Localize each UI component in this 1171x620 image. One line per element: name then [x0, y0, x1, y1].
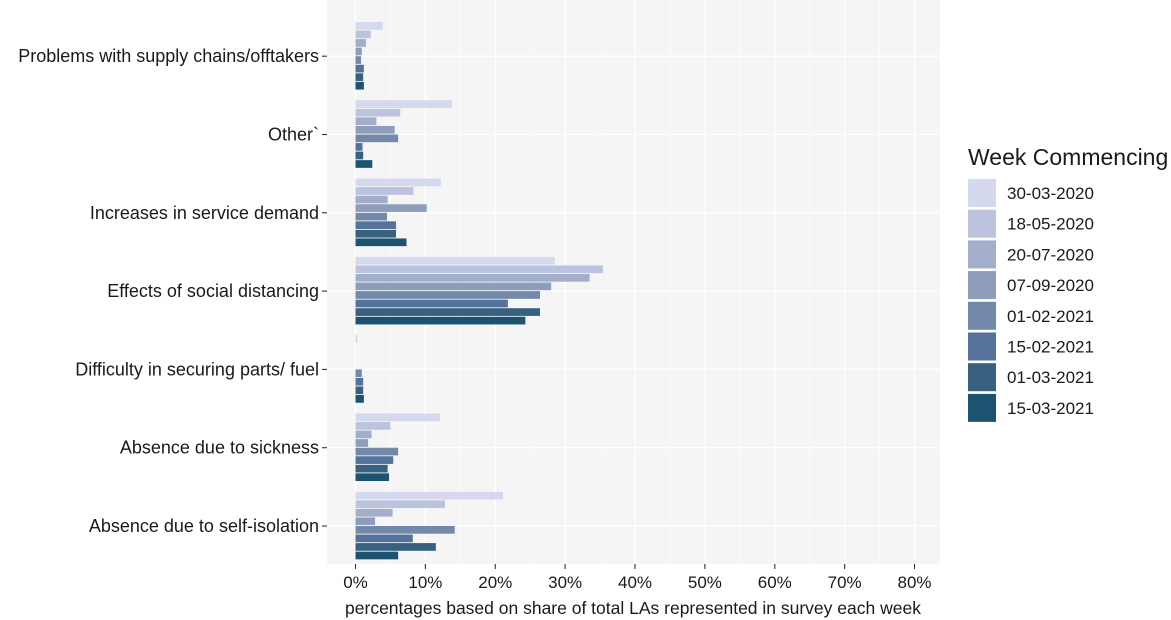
bar	[355, 143, 363, 151]
category-label: Other`	[268, 125, 319, 145]
bar	[355, 464, 388, 473]
grid-lines	[327, 0, 940, 564]
bar	[355, 473, 390, 482]
bar	[355, 160, 373, 168]
axes: Problems with supply chains/offtakers Oth…	[18, 46, 931, 592]
bar	[355, 491, 503, 500]
legend-swatch	[968, 271, 996, 300]
bar	[355, 517, 376, 526]
bar	[355, 100, 452, 108]
bar	[355, 439, 369, 447]
legend-label: 18-05-2020	[1007, 215, 1094, 234]
x-tick-label: 10%	[408, 573, 442, 592]
legend-swatch	[968, 179, 996, 207]
category-label: Problems with supply chains/offtakers	[18, 46, 319, 66]
bar	[355, 265, 603, 274]
legend-swatch	[968, 301, 996, 330]
bar	[355, 204, 427, 212]
x-axis-title: percentages based on share of total LAs …	[345, 598, 921, 618]
x-tick-label: 40%	[618, 573, 652, 592]
legend-swatch	[968, 240, 996, 269]
category-label: Effects of social distancing	[107, 281, 319, 301]
plot-panel	[327, 0, 940, 564]
bar	[355, 308, 540, 316]
bars	[355, 22, 603, 560]
category-label: Absence due to sickness	[120, 438, 319, 458]
legend: Week Commencing 30-03-2020 18-05-2020 20-0…	[968, 144, 1168, 422]
bar	[355, 81, 364, 90]
bar	[355, 447, 399, 456]
bar	[355, 456, 394, 464]
bar	[355, 299, 508, 308]
legend-swatch	[968, 393, 996, 422]
x-tick-label: 70%	[828, 573, 862, 592]
bar	[355, 117, 377, 126]
bar	[355, 369, 362, 378]
bar	[355, 64, 364, 73]
legend-label: 15-03-2021	[1007, 399, 1094, 418]
legend-swatch	[968, 332, 996, 361]
legend-label: 07-09-2020	[1007, 276, 1094, 295]
bar	[355, 534, 413, 543]
bar	[355, 125, 395, 134]
bar	[355, 422, 391, 430]
x-tick-label: 30%	[548, 573, 582, 592]
legend-title: Week Commencing	[968, 144, 1168, 170]
bar	[355, 187, 414, 195]
legend-label: 30-03-2020	[1007, 184, 1094, 203]
bar	[355, 526, 455, 534]
legend-label: 01-03-2021	[1007, 368, 1094, 387]
bar	[355, 282, 552, 291]
bar	[355, 238, 407, 247]
bar	[355, 395, 364, 403]
bar	[355, 413, 441, 422]
bar	[355, 335, 358, 343]
legend-swatch	[968, 209, 996, 238]
category-label: Absence due to self-isolation	[89, 516, 319, 536]
bar	[355, 543, 436, 551]
bar	[355, 56, 362, 64]
legend-label: 15-02-2021	[1007, 338, 1094, 357]
bar	[355, 30, 371, 39]
bar	[355, 178, 441, 187]
bar	[355, 151, 364, 160]
bar	[355, 500, 445, 509]
legend-label: 01-02-2021	[1007, 307, 1094, 326]
category-label: Increases in service demand	[90, 203, 319, 223]
x-tick-label: 60%	[758, 573, 792, 592]
x-tick-label: 20%	[478, 573, 512, 592]
bar	[355, 221, 397, 230]
bar	[355, 256, 555, 265]
bar	[355, 274, 590, 282]
bar	[355, 551, 399, 560]
bar	[355, 134, 399, 143]
legend-label: 20-07-2020	[1007, 245, 1094, 264]
bar	[355, 229, 397, 238]
bar	[355, 508, 393, 517]
bar	[355, 73, 364, 81]
bar	[355, 430, 372, 439]
bar	[355, 212, 387, 221]
bar	[355, 386, 364, 395]
x-tick-label: 80%	[898, 573, 932, 592]
bar	[355, 39, 366, 47]
bar	[355, 47, 362, 56]
bar	[355, 316, 526, 325]
x-tick-label: 0%	[343, 573, 368, 592]
bar	[355, 377, 364, 386]
bar	[355, 22, 383, 30]
x-tick-label: 50%	[688, 573, 722, 592]
category-label: Difficulty in securing parts/ fuel	[75, 359, 319, 379]
bar	[355, 195, 388, 204]
bar	[355, 291, 540, 299]
bar	[355, 108, 401, 117]
legend-swatch	[968, 363, 996, 392]
